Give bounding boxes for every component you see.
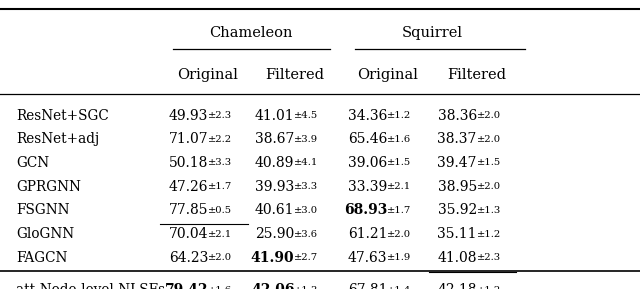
Text: Original: Original — [356, 68, 418, 82]
Text: 38.67: 38.67 — [255, 132, 294, 146]
Text: ±2.3: ±2.3 — [208, 111, 232, 120]
Text: Original: Original — [177, 68, 239, 82]
Text: ±3.9: ±3.9 — [294, 135, 319, 144]
Text: 79.42: 79.42 — [164, 283, 208, 289]
Text: ±1.3: ±1.3 — [294, 286, 319, 289]
Text: ±3.0: ±3.0 — [294, 206, 319, 215]
Text: ±2.0: ±2.0 — [477, 182, 501, 191]
Text: ±1.6: ±1.6 — [208, 286, 232, 289]
Text: 42.06: 42.06 — [251, 283, 294, 289]
Text: ±2.1: ±2.1 — [208, 229, 232, 239]
Text: ±1.6: ±1.6 — [387, 135, 412, 144]
Text: att-Node-level NLSFs: att-Node-level NLSFs — [16, 283, 165, 289]
Text: 25.90: 25.90 — [255, 227, 294, 241]
Text: ±4.1: ±4.1 — [294, 158, 319, 168]
Text: ±2.0: ±2.0 — [477, 111, 501, 120]
Text: ±3.3: ±3.3 — [294, 182, 319, 191]
Text: 39.47: 39.47 — [437, 156, 477, 170]
Text: ±2.0: ±2.0 — [387, 229, 412, 239]
Text: ±1.5: ±1.5 — [387, 158, 412, 168]
Text: 47.63: 47.63 — [348, 251, 387, 265]
Text: 70.04: 70.04 — [168, 227, 208, 241]
Text: 49.93: 49.93 — [168, 109, 208, 123]
Text: 67.81: 67.81 — [348, 283, 387, 289]
Text: ±3.3: ±3.3 — [208, 158, 232, 168]
Text: ±1.7: ±1.7 — [387, 206, 412, 215]
Text: FAGCN: FAGCN — [16, 251, 67, 265]
Text: 77.85: 77.85 — [168, 203, 208, 217]
Text: 40.61: 40.61 — [255, 203, 294, 217]
Text: 33.39: 33.39 — [348, 180, 387, 194]
Text: ResNet+adj: ResNet+adj — [16, 132, 99, 146]
Text: 41.08: 41.08 — [437, 251, 477, 265]
Text: Chameleon: Chameleon — [209, 26, 293, 40]
Text: 68.93: 68.93 — [344, 203, 387, 217]
Text: ±1.9: ±1.9 — [387, 253, 412, 262]
Text: 34.36: 34.36 — [348, 109, 387, 123]
Text: 39.93: 39.93 — [255, 180, 294, 194]
Text: Filtered: Filtered — [447, 68, 506, 82]
Text: ±4.5: ±4.5 — [294, 111, 319, 120]
Text: ±2.7: ±2.7 — [294, 253, 319, 262]
Text: 64.23: 64.23 — [168, 251, 208, 265]
Text: 50.18: 50.18 — [168, 156, 208, 170]
Text: 42.18: 42.18 — [437, 283, 477, 289]
Text: ±1.5: ±1.5 — [477, 158, 501, 168]
Text: 39.06: 39.06 — [348, 156, 387, 170]
Text: ±1.3: ±1.3 — [477, 206, 501, 215]
Text: 65.46: 65.46 — [348, 132, 387, 146]
Text: ResNet+SGC: ResNet+SGC — [16, 109, 109, 123]
Text: 47.26: 47.26 — [168, 180, 208, 194]
Text: ±1.2: ±1.2 — [477, 286, 501, 289]
Text: ±2.0: ±2.0 — [208, 253, 232, 262]
Text: FSGNN: FSGNN — [16, 203, 70, 217]
Text: 35.11: 35.11 — [437, 227, 477, 241]
Text: GCN: GCN — [16, 156, 49, 170]
Text: ±1.4: ±1.4 — [387, 286, 412, 289]
Text: ±1.2: ±1.2 — [387, 111, 412, 120]
Text: ±3.6: ±3.6 — [294, 229, 319, 239]
Text: ±2.1: ±2.1 — [387, 182, 412, 191]
Text: 41.90: 41.90 — [251, 251, 294, 265]
Text: 41.01: 41.01 — [255, 109, 294, 123]
Text: ±0.5: ±0.5 — [208, 206, 232, 215]
Text: 40.89: 40.89 — [255, 156, 294, 170]
Text: ±2.3: ±2.3 — [477, 253, 501, 262]
Text: GloGNN: GloGNN — [16, 227, 74, 241]
Text: ±2.0: ±2.0 — [477, 135, 501, 144]
Text: 38.36: 38.36 — [438, 109, 477, 123]
Text: 61.21: 61.21 — [348, 227, 387, 241]
Text: 38.95: 38.95 — [438, 180, 477, 194]
Text: ±2.2: ±2.2 — [208, 135, 232, 144]
Text: ±1.2: ±1.2 — [477, 229, 501, 239]
Text: Squirrel: Squirrel — [401, 26, 463, 40]
Text: ±1.7: ±1.7 — [208, 182, 232, 191]
Text: GPRGNN: GPRGNN — [16, 180, 81, 194]
Text: 71.07: 71.07 — [168, 132, 208, 146]
Text: 38.37: 38.37 — [437, 132, 477, 146]
Text: Filtered: Filtered — [265, 68, 324, 82]
Text: 35.92: 35.92 — [438, 203, 477, 217]
